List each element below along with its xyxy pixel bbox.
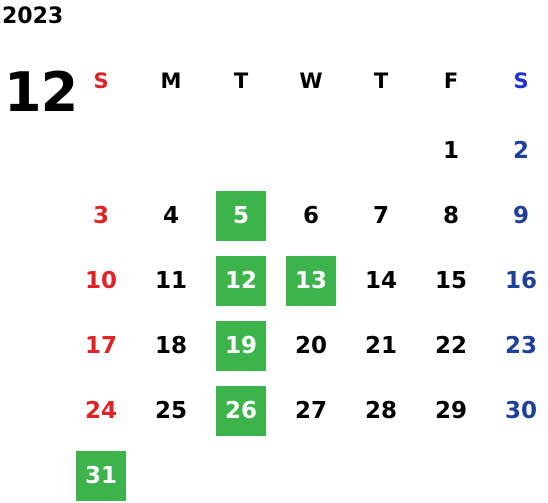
day-cell-22[interactable]: 22 <box>434 333 467 359</box>
weekday-wednesday: W <box>299 69 323 93</box>
day-cell-10[interactable]: 10 <box>84 268 117 294</box>
day-cell-23[interactable]: 23 <box>504 333 537 359</box>
day-cell-1[interactable]: 1 <box>442 138 459 164</box>
weekday-friday: F <box>443 69 459 93</box>
day-cell-25[interactable]: 25 <box>154 398 187 424</box>
day-cell-26[interactable]: 26 <box>216 386 266 436</box>
weekday-sunday: S <box>93 69 109 93</box>
day-cell-12[interactable]: 12 <box>216 256 266 306</box>
day-cell-7[interactable]: 7 <box>372 203 389 229</box>
day-cell-21[interactable]: 21 <box>364 333 397 359</box>
day-cell-9[interactable]: 9 <box>512 203 529 229</box>
day-cell-6[interactable]: 6 <box>302 203 319 229</box>
day-cell-15[interactable]: 15 <box>434 268 467 294</box>
weekday-saturday: S <box>513 69 529 93</box>
month-number: 12 <box>4 61 78 124</box>
day-cell-14[interactable]: 14 <box>364 268 397 294</box>
day-cell-31[interactable]: 31 <box>76 451 126 501</box>
weekday-thursday: T <box>373 69 389 93</box>
weekday-tuesday: T <box>233 69 249 93</box>
day-cell-19[interactable]: 19 <box>216 321 266 371</box>
day-cell-18[interactable]: 18 <box>154 333 187 359</box>
day-cell-27[interactable]: 27 <box>294 398 327 424</box>
day-cell-28[interactable]: 28 <box>364 398 397 424</box>
day-cell-17[interactable]: 17 <box>84 333 117 359</box>
day-cell-5[interactable]: 5 <box>216 191 266 241</box>
day-cell-8[interactable]: 8 <box>442 203 459 229</box>
year-label: 2023 <box>2 4 64 29</box>
day-cell-16[interactable]: 16 <box>504 268 537 294</box>
day-cell-24[interactable]: 24 <box>84 398 117 424</box>
day-cell-2[interactable]: 2 <box>512 138 529 164</box>
day-cell-13[interactable]: 13 <box>286 256 336 306</box>
day-cell-29[interactable]: 29 <box>434 398 467 424</box>
day-cell-3[interactable]: 3 <box>92 203 109 229</box>
day-cell-4[interactable]: 4 <box>162 203 179 229</box>
weekday-monday: M <box>160 69 182 93</box>
day-cell-11[interactable]: 11 <box>154 268 187 294</box>
day-cell-20[interactable]: 20 <box>294 333 327 359</box>
day-cell-30[interactable]: 30 <box>504 398 537 424</box>
